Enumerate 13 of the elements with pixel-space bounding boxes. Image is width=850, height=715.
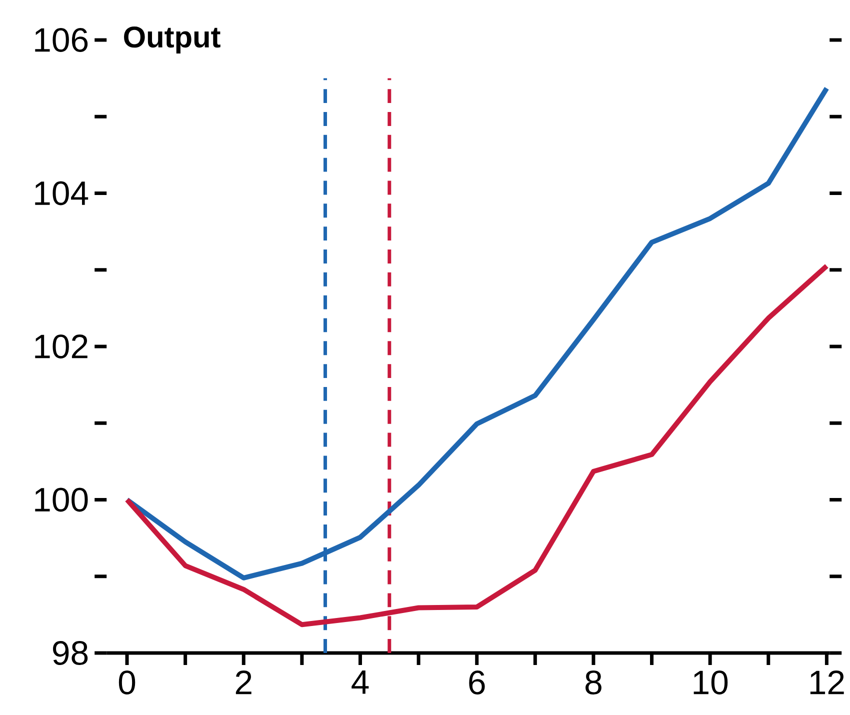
y-tick-label: 98 — [53, 640, 88, 665]
x-tick-label: 12 — [810, 670, 844, 694]
x-tick-label: 10 — [694, 670, 728, 694]
x-tick-label: 4 — [352, 670, 369, 694]
x-tick-label: 2 — [236, 670, 252, 694]
y-tick-label: 102 — [35, 334, 88, 358]
x-tick-label: 6 — [469, 670, 485, 694]
y-tick-label: 100 — [35, 488, 88, 512]
x-tick-label: 8 — [586, 670, 602, 694]
x-tick-label: 0 — [118, 670, 136, 694]
y-tick-label: 106 — [35, 28, 88, 52]
chart-title: Output — [124, 26, 220, 54]
y-tick-label: 104 — [35, 181, 88, 206]
